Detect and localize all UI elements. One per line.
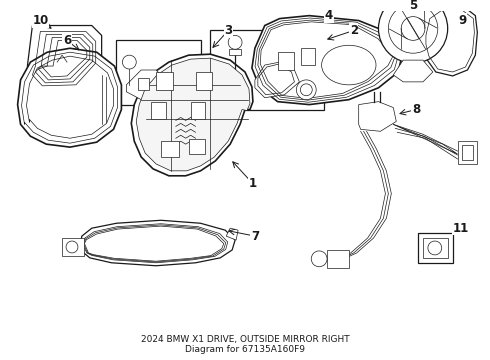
Text: 2024 BMW X1 DRIVE, OUTSIDE MIRROR RIGHT: 2024 BMW X1 DRIVE, OUTSIDE MIRROR RIGHT [141, 335, 349, 344]
Text: 3: 3 [224, 24, 232, 37]
Polygon shape [159, 82, 176, 95]
Text: 5: 5 [409, 0, 417, 12]
Polygon shape [191, 102, 205, 120]
Polygon shape [27, 26, 101, 92]
Polygon shape [18, 48, 122, 147]
Text: 4: 4 [325, 9, 333, 22]
Circle shape [296, 80, 316, 100]
Bar [210, 31, 324, 109]
Circle shape [66, 241, 78, 253]
Text: 11: 11 [452, 222, 468, 235]
Polygon shape [418, 233, 453, 263]
Polygon shape [458, 141, 477, 164]
Polygon shape [156, 72, 173, 90]
Circle shape [122, 55, 136, 69]
Polygon shape [255, 62, 299, 98]
Circle shape [378, 0, 448, 63]
Polygon shape [196, 72, 212, 90]
Text: 8: 8 [412, 103, 420, 116]
Text: 1: 1 [249, 177, 257, 190]
Polygon shape [131, 54, 253, 176]
Polygon shape [359, 102, 396, 131]
Polygon shape [301, 48, 315, 65]
Text: 9: 9 [458, 14, 466, 27]
Polygon shape [278, 52, 294, 70]
Polygon shape [327, 250, 349, 268]
Polygon shape [136, 58, 250, 171]
Bar [229, 49, 241, 55]
Text: 6: 6 [63, 34, 71, 47]
Polygon shape [151, 102, 166, 120]
Bar [117, 40, 200, 105]
Polygon shape [189, 139, 205, 154]
Polygon shape [161, 141, 179, 157]
Text: Diagram for 67135A160F9: Diagram for 67135A160F9 [185, 345, 305, 354]
Polygon shape [138, 78, 149, 90]
Polygon shape [423, 6, 477, 76]
Polygon shape [252, 15, 403, 105]
Circle shape [228, 35, 242, 49]
Polygon shape [226, 228, 238, 240]
Polygon shape [80, 220, 235, 266]
Circle shape [311, 251, 327, 267]
Text: 10: 10 [32, 14, 49, 27]
Polygon shape [393, 60, 433, 82]
Text: 2: 2 [350, 24, 358, 37]
Text: 7: 7 [251, 230, 259, 243]
Polygon shape [62, 238, 84, 256]
Polygon shape [126, 70, 166, 100]
Circle shape [428, 241, 442, 255]
